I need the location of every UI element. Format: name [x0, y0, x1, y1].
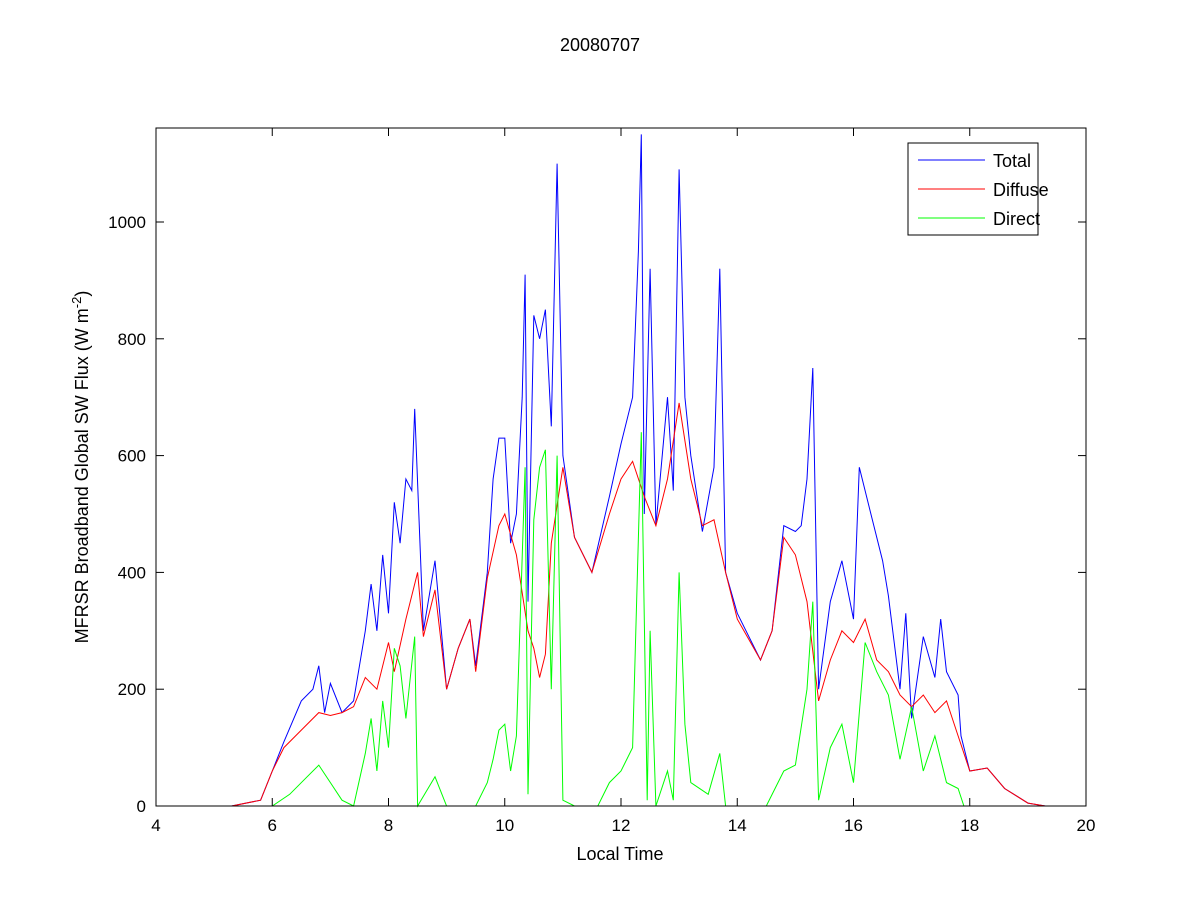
legend-label-direct: Direct [993, 209, 1040, 229]
legend-label-total: Total [993, 151, 1031, 171]
y-tick-label: 600 [118, 447, 146, 466]
chart-title: 20080707 [560, 35, 640, 55]
y-axis-label-sup: -2 [69, 297, 84, 309]
y-tick-label: 400 [118, 563, 146, 582]
legend: Total Diffuse Direct [907, 142, 1049, 236]
x-tick-label: 16 [844, 816, 863, 835]
legend-label-diffuse: Diffuse [993, 180, 1049, 200]
x-tick-label: 8 [384, 816, 393, 835]
series-line-direct [231, 432, 1046, 808]
y-axis-label-end: ) [72, 291, 92, 297]
y-tick-label: 800 [118, 330, 146, 349]
y-tick-label: 200 [118, 680, 146, 699]
x-tick-label: 10 [495, 816, 514, 835]
x-tick-label: 14 [728, 816, 747, 835]
x-axis-label: Local Time [576, 844, 663, 864]
y-axis-label-main: MFRSR Broadband Global SW Flux (W m [72, 308, 92, 643]
y-tick-label: 1000 [108, 213, 146, 232]
y-axis-label: MFRSR Broadband Global SW Flux (W m-2) [69, 291, 92, 644]
x-tick-label: 20 [1077, 816, 1096, 835]
y-tick-label: 0 [137, 797, 146, 816]
series-line-total [231, 134, 1046, 807]
x-tick-label: 6 [268, 816, 277, 835]
x-tick-label: 12 [612, 816, 631, 835]
x-tick-label: 4 [151, 816, 160, 835]
series-line-diffuse [231, 402, 1046, 807]
x-tick-label: 18 [960, 816, 979, 835]
